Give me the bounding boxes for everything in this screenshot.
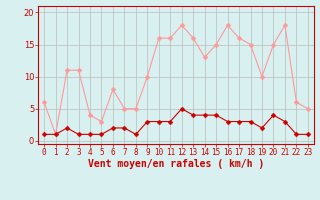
X-axis label: Vent moyen/en rafales ( km/h ): Vent moyen/en rafales ( km/h ) [88,159,264,169]
